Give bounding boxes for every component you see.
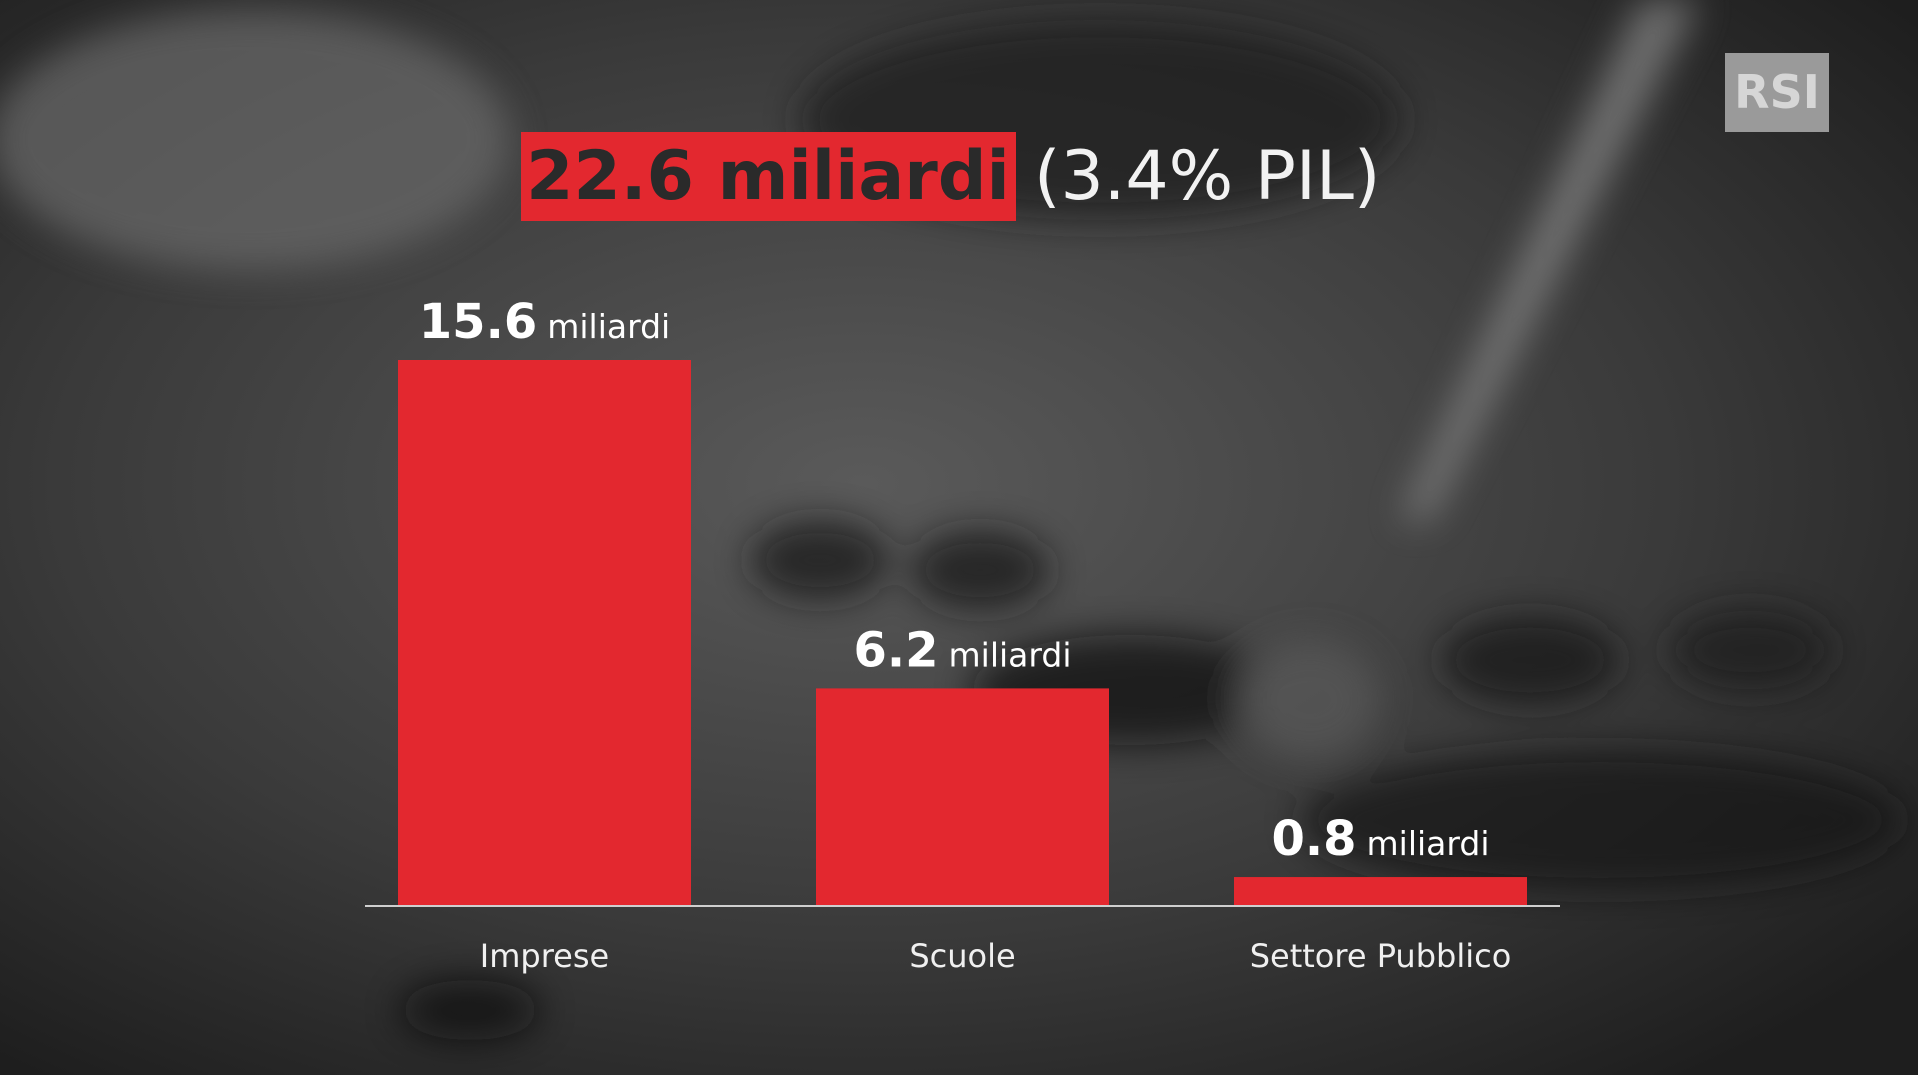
x-tick-label: Imprese: [480, 937, 609, 975]
value-number: 6.2: [853, 622, 938, 678]
logo: RSI: [1734, 65, 1820, 119]
chart-title: 22.6 miliardi: [526, 137, 1010, 216]
x-tick-label: Scuole: [909, 937, 1015, 975]
background-shapes: [0, 0, 1900, 1040]
value-label: 6.2 miliardi: [853, 622, 1071, 678]
value-unit: miliardi: [949, 635, 1072, 674]
value-unit: miliardi: [1367, 824, 1490, 863]
value-label: 15.6 miliardi: [419, 294, 670, 350]
bar: [398, 360, 691, 905]
value-number: 0.8: [1271, 811, 1356, 867]
bar: [1234, 877, 1527, 905]
bar: [816, 688, 1109, 905]
chart-subtitle: (3.4% PIL): [1034, 137, 1380, 216]
value-label: 0.8 miliardi: [1271, 811, 1489, 867]
value-number: 15.6: [419, 294, 537, 350]
value-unit: miliardi: [547, 307, 670, 346]
title-box: [521, 132, 1016, 221]
x-tick-label: Settore Pubblico: [1250, 937, 1512, 975]
logo-box: [1725, 53, 1829, 132]
